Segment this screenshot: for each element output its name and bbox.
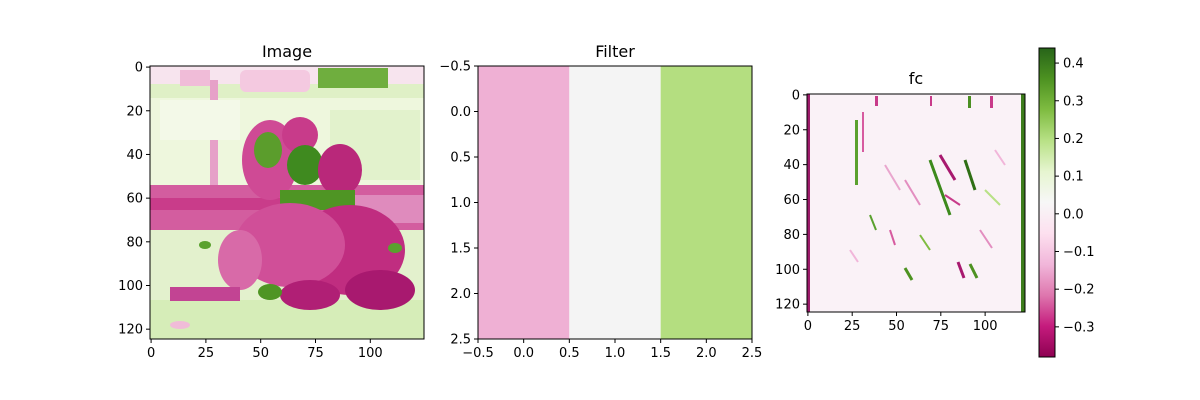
image-x-tick-label: 75	[307, 346, 324, 361]
fc-raster	[807, 94, 1025, 312]
filter-y-tick-label: 1.5	[450, 242, 471, 257]
image-y-tick-label: 20	[126, 104, 143, 119]
fc-y-tick-label: 40	[783, 158, 800, 173]
filter-cell	[569, 66, 661, 339]
fc-x-tick-label: 25	[844, 319, 861, 334]
filter-x-tick-label: 0.0	[513, 346, 534, 361]
filter-x-tick-label: 0.5	[559, 346, 580, 361]
fc-y-tick-label: 60	[783, 193, 800, 208]
filter-x-tick-label: −0.5	[462, 346, 494, 361]
filter-y-tick-label: 2.0	[450, 287, 471, 302]
image-y-tick-label: 100	[118, 279, 143, 294]
image-x-tick-label: 100	[358, 346, 383, 361]
filter-x-tick-label: 1.0	[605, 346, 626, 361]
fc-x-ticks: 0 25 50 75 100	[804, 312, 998, 334]
filter-cell	[660, 66, 752, 339]
fc-x-tick-label: 0	[804, 319, 812, 334]
fc-x-tick-label: 75	[933, 319, 950, 334]
image-y-tick-label: 120	[118, 323, 143, 338]
image-y-tick-label: 40	[126, 148, 143, 163]
image-y-ticks: 0 20 40 60 80 100 120	[118, 61, 150, 338]
fc-frame	[806, 93, 1026, 313]
filter-x-tick-label: 2.5	[742, 346, 763, 361]
colorbar: 0.4 0.3 0.2 0.1 0.0 −0.1 −0.2 −0.3	[1038, 47, 1095, 358]
fc-title: fc	[909, 69, 923, 88]
colorbar-tick-label: 0.4	[1063, 57, 1084, 72]
filter-x-tick-label: 1.5	[650, 346, 671, 361]
filter-title: Filter	[595, 42, 635, 61]
filter-y-tick-label: −0.5	[439, 60, 471, 75]
image-x-tick-label: 25	[198, 346, 215, 361]
filter-y-ticks: −0.5 0.0 0.5 1.0 1.5 2.0 2.5	[439, 60, 478, 348]
filter-y-tick-label: 0.0	[450, 105, 471, 120]
colorbar-tick-label: 0.2	[1063, 132, 1084, 147]
colorbar-ticks: 0.4 0.3 0.2 0.1 0.0 −0.1 −0.2 −0.3	[1055, 57, 1095, 335]
image-y-tick-label: 80	[126, 235, 143, 250]
image-y-tick-label: 0	[135, 61, 143, 76]
image-x-tick-label: 0	[147, 346, 155, 361]
image-y-tick-label: 60	[126, 192, 143, 207]
fc-y-ticks: 0 20 40 60 80 100 120	[775, 88, 807, 313]
filter-x-tick-label: 2.0	[696, 346, 717, 361]
fc-y-tick-label: 100	[775, 263, 800, 278]
filter-y-tick-label: 1.0	[450, 196, 471, 211]
filter-cell	[478, 66, 570, 339]
image-frame	[149, 65, 425, 340]
fc-x-tick-label: 50	[888, 319, 905, 334]
colorbar-tick-label: 0.1	[1063, 170, 1084, 185]
panel-filter: Filter −0.5 0.0 0.5 1.0 1.5 2.0 2.5 −0.5 0.0 0.5…	[439, 42, 762, 361]
filter-y-tick-label: 2.5	[450, 333, 471, 348]
fc-y-tick-label: 80	[783, 228, 800, 243]
panel-fc: fc	[775, 69, 1026, 334]
panel-image: Image	[118, 42, 425, 361]
filter-x-ticks: −0.5 0.0 0.5 1.0 1.5 2.0 2.5	[462, 339, 762, 361]
image-raster	[150, 66, 424, 339]
filter-y-tick-label: 0.5	[450, 151, 471, 166]
image-x-tick-label: 50	[252, 346, 269, 361]
image-x-ticks: 0 25 50 75 100	[147, 339, 383, 361]
fc-y-tick-label: 20	[783, 123, 800, 138]
colorbar-tick-label: −0.2	[1063, 283, 1095, 298]
image-title: Image	[262, 42, 312, 61]
colorbar-tick-label: 0.0	[1063, 207, 1084, 222]
fc-x-tick-label: 100	[973, 319, 998, 334]
colorbar-tick-label: −0.3	[1063, 320, 1095, 335]
colorbar-gradient	[1038, 47, 1056, 358]
fc-y-tick-label: 120	[775, 298, 800, 313]
colorbar-tick-label: 0.3	[1063, 94, 1084, 109]
fc-y-tick-label: 0	[792, 88, 800, 103]
filter-cells	[478, 66, 752, 339]
colorbar-tick-label: −0.1	[1063, 245, 1095, 260]
